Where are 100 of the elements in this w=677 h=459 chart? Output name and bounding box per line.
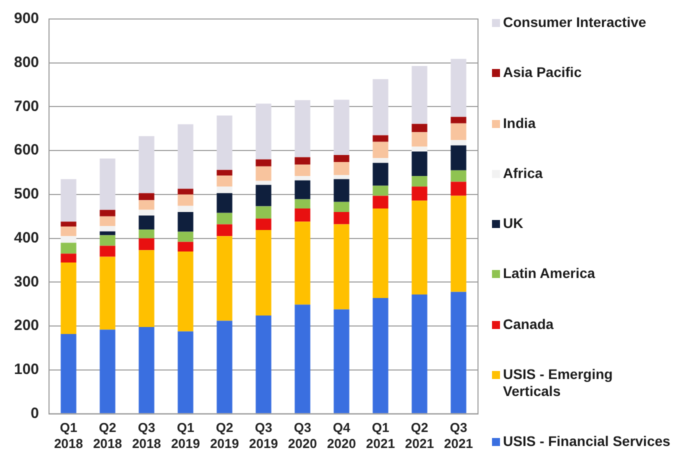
bar [450,145,466,170]
bar [334,100,350,155]
bar [216,224,232,236]
bar [412,176,428,187]
bar [412,146,428,152]
bar [178,242,194,252]
bar [372,298,388,414]
bar [334,224,350,310]
bar [294,208,310,222]
bar [138,200,154,210]
bar [256,166,272,181]
legend-label: Latin America [503,265,596,282]
legend-label: USIS - Financial Services [503,433,670,450]
bar [60,242,76,254]
bar [178,206,194,212]
x-tick-label: Q2 2021 [405,420,434,451]
x-tick-label: Q2 2019 [210,420,239,451]
bar [450,292,466,414]
bar [138,250,154,327]
bar [294,199,310,209]
legend-label: Consumer Interactive [503,14,646,31]
x-tick-label: Q4 2020 [327,420,356,451]
bar [412,66,428,124]
bar [178,188,194,194]
bar [60,222,76,226]
bar [450,58,466,117]
bar [138,193,154,200]
bar [138,238,154,250]
bar [178,331,194,414]
bar [412,151,428,176]
bar [412,186,428,201]
y-tick-label: 500 [14,186,40,203]
x-tick-label: Q3 2021 [444,420,473,451]
bar [60,226,76,236]
bar [412,124,428,132]
bar [334,202,350,212]
bar [334,179,350,202]
bar [138,216,154,230]
bar [256,230,272,316]
bar [294,176,310,180]
bar [372,135,388,142]
bar [216,193,232,213]
legend-label: Canada [503,316,554,332]
legend-label: USIS - Emerging Verticals [503,366,614,400]
bar [334,154,350,162]
bar [372,158,388,163]
bar [178,251,194,332]
x-tick-label: Q1 2021 [366,420,395,451]
bar [256,104,272,160]
bar [372,186,388,196]
bar [216,116,232,170]
bar [216,320,232,414]
bar [100,216,116,226]
y-tick-label: 400 [14,229,40,246]
bar [450,170,466,182]
bar [100,256,116,330]
bar [334,212,350,224]
bar [256,316,272,414]
bar [294,222,310,305]
y-tick-label: 900 [14,10,40,28]
legend-label: Africa [503,164,543,182]
bar [372,208,388,298]
bar [216,170,232,176]
bar [372,196,388,209]
legend-label: India [503,114,536,132]
x-tick-label: Q3 2018 [132,420,161,451]
bar [450,123,466,140]
bar [256,218,272,230]
y-tick-label: 700 [14,98,40,115]
bar [372,79,388,136]
bar [256,184,272,206]
bar [100,330,116,414]
bar [450,116,466,124]
bar [138,136,154,194]
bar [294,157,310,165]
bar [178,124,194,189]
bar [216,176,232,187]
y-tick-label: 0 [30,404,40,422]
y-tick-label: 800 [14,54,40,72]
bar [138,210,154,216]
bar [178,212,194,232]
x-tick-label: Q1 2019 [171,420,200,451]
bar [294,164,310,176]
bar [256,159,272,166]
bar [294,304,310,414]
y-tick-label: 600 [14,142,40,159]
legend-label: UK [503,215,524,232]
legend-label: Asia Pacific [503,64,582,82]
bar [412,294,428,414]
bar [60,254,76,262]
x-tick-label: Q3 2019 [249,420,278,451]
bar [412,200,428,294]
bar [100,158,116,210]
bar [60,334,76,414]
bar [138,326,154,414]
bar [100,210,116,216]
bar [60,179,76,222]
y-tick-label: 200 [14,317,40,334]
bar [450,182,466,196]
bar [60,262,76,334]
